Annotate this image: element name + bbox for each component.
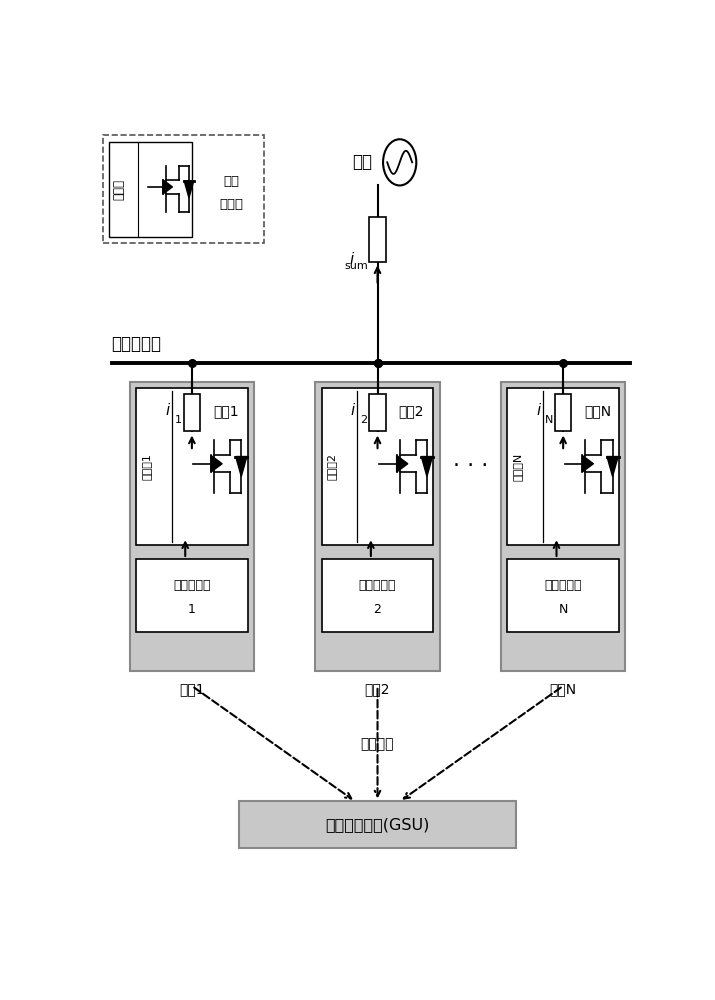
FancyBboxPatch shape xyxy=(508,388,619,545)
FancyBboxPatch shape xyxy=(555,394,571,431)
FancyBboxPatch shape xyxy=(500,382,626,671)
Text: 线路N: 线路N xyxy=(584,404,611,418)
Text: 2: 2 xyxy=(360,415,368,425)
Text: 1: 1 xyxy=(175,415,182,425)
FancyBboxPatch shape xyxy=(315,382,440,671)
Text: 控制全2: 控制全2 xyxy=(327,453,337,480)
Text: 位置N: 位置N xyxy=(550,682,577,696)
Text: 全局同步单元(GSU): 全局同步单元(GSU) xyxy=(325,817,430,832)
Text: 分布式电源: 分布式电源 xyxy=(359,579,396,592)
FancyBboxPatch shape xyxy=(239,801,516,848)
FancyBboxPatch shape xyxy=(322,559,433,632)
Text: 位置1: 位置1 xyxy=(179,682,204,696)
Polygon shape xyxy=(236,457,247,476)
FancyBboxPatch shape xyxy=(184,394,200,431)
FancyBboxPatch shape xyxy=(136,559,247,632)
Text: · · ·: · · · xyxy=(453,456,488,477)
Text: $i$: $i$ xyxy=(349,251,355,267)
Polygon shape xyxy=(184,181,194,198)
Text: $i$: $i$ xyxy=(350,402,357,418)
FancyBboxPatch shape xyxy=(508,559,619,632)
Text: 控制器: 控制器 xyxy=(112,179,125,200)
Text: 1: 1 xyxy=(188,603,196,616)
Text: 控制全1: 控制全1 xyxy=(141,453,151,480)
Text: 并网: 并网 xyxy=(224,175,240,188)
FancyBboxPatch shape xyxy=(129,382,255,671)
Text: 逆变器: 逆变器 xyxy=(220,198,244,211)
FancyBboxPatch shape xyxy=(369,394,386,431)
Text: 2: 2 xyxy=(373,603,382,616)
FancyBboxPatch shape xyxy=(369,217,386,262)
Polygon shape xyxy=(421,457,433,476)
Text: $i$: $i$ xyxy=(536,402,542,418)
Text: 位牠2: 位牠2 xyxy=(365,682,390,696)
Polygon shape xyxy=(397,455,408,472)
Text: 线路2: 线路2 xyxy=(398,404,424,418)
Polygon shape xyxy=(582,455,593,472)
Text: 分布式电源: 分布式电源 xyxy=(544,579,582,592)
Text: N: N xyxy=(545,415,553,425)
Text: 分布式电源: 分布式电源 xyxy=(173,579,211,592)
Text: 公共并网点: 公共并网点 xyxy=(112,335,162,353)
Polygon shape xyxy=(163,180,172,194)
FancyBboxPatch shape xyxy=(109,142,192,237)
FancyBboxPatch shape xyxy=(322,388,433,545)
Text: 控制器N: 控制器N xyxy=(513,452,523,481)
Polygon shape xyxy=(211,455,222,472)
Text: $i$: $i$ xyxy=(164,402,171,418)
Text: N: N xyxy=(558,603,568,616)
Text: 通讯通道: 通讯通道 xyxy=(361,737,394,751)
FancyBboxPatch shape xyxy=(136,388,247,545)
Text: 电网: 电网 xyxy=(352,153,372,171)
Text: 线路1: 线路1 xyxy=(213,404,239,418)
Polygon shape xyxy=(607,457,618,476)
Text: sum: sum xyxy=(345,261,369,271)
FancyBboxPatch shape xyxy=(103,135,264,243)
